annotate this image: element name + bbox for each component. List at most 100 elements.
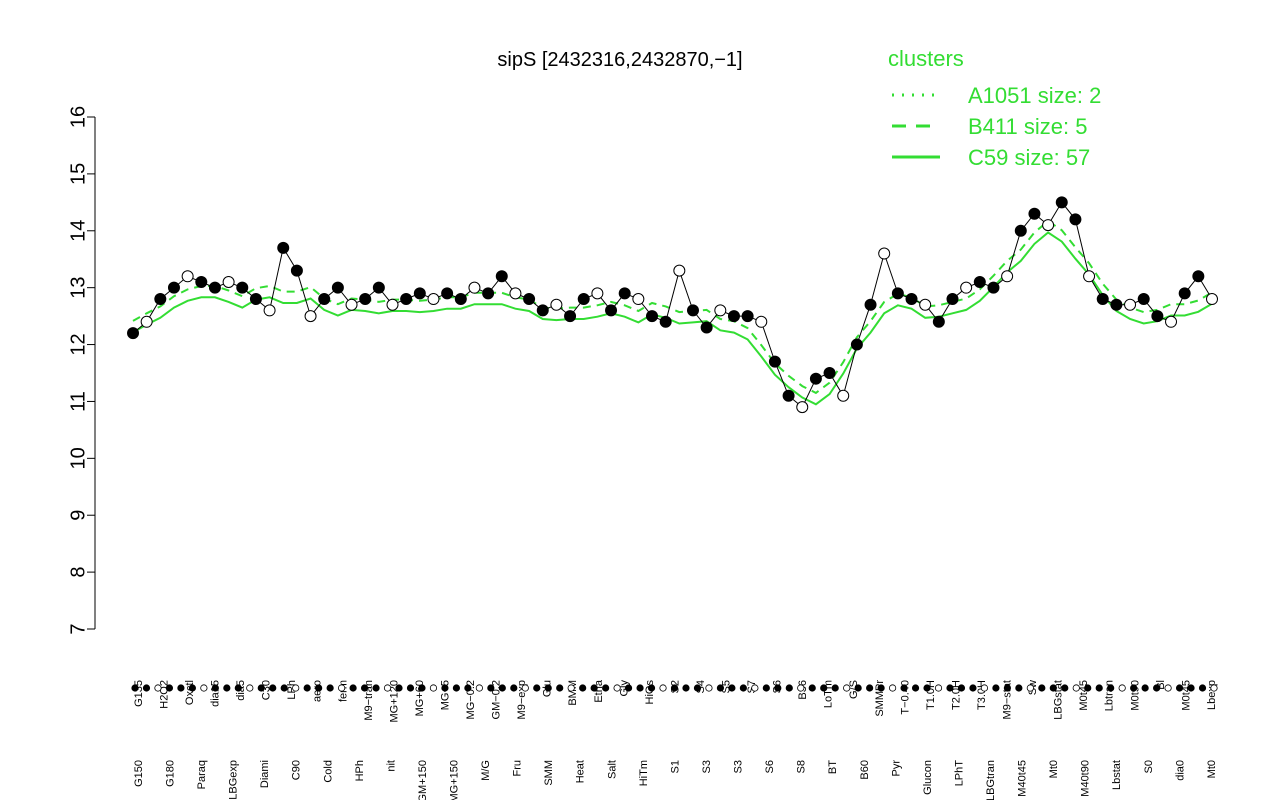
rug-mark bbox=[980, 684, 989, 692]
data-point bbox=[427, 293, 440, 306]
x-tick-label-upper: T3.0H bbox=[976, 680, 988, 710]
data-point bbox=[741, 310, 754, 323]
data-point bbox=[837, 389, 850, 402]
series-lines bbox=[132, 201, 1213, 408]
x-tick-label-upper: C30 bbox=[261, 680, 273, 700]
rug-mark bbox=[705, 684, 713, 692]
rug-mark bbox=[877, 684, 885, 692]
data-point bbox=[891, 287, 904, 300]
rug-mark bbox=[372, 684, 380, 692]
x-tick-label-lower: BT bbox=[827, 760, 839, 774]
data-point bbox=[195, 275, 208, 288]
rug-mark bbox=[383, 684, 392, 692]
x-tick-label-lower: S6 bbox=[764, 760, 776, 773]
x-tick-label-lower: M/G bbox=[480, 760, 492, 781]
data-point bbox=[222, 275, 235, 288]
rug-mark bbox=[831, 684, 839, 692]
x-axis-labels: G135H2O2Oxctldia15dia5C30LPhaerofermM9−t… bbox=[131, 679, 1218, 800]
data-point bbox=[140, 315, 153, 328]
rug-mark bbox=[464, 684, 472, 692]
rug-mark bbox=[510, 684, 518, 692]
data-point bbox=[441, 287, 454, 300]
data-point bbox=[468, 281, 481, 294]
data-point bbox=[386, 298, 399, 311]
rug-mark bbox=[326, 684, 334, 692]
legend-entry: C59 size: 57 bbox=[968, 145, 1090, 170]
rug-mark bbox=[452, 684, 461, 692]
x-tick-label-lower: M40t45 bbox=[1017, 760, 1029, 797]
data-point bbox=[263, 304, 276, 317]
series-points bbox=[127, 196, 1218, 414]
rug-mark bbox=[579, 684, 587, 692]
x-tick-label-lower: LBGexp bbox=[228, 760, 240, 800]
data-point bbox=[1206, 293, 1218, 306]
x-tick-label-lower: Paraq bbox=[196, 760, 208, 789]
data-point bbox=[249, 293, 262, 306]
data-point bbox=[536, 304, 549, 317]
rug-mark bbox=[785, 684, 793, 692]
rug-mark bbox=[1084, 684, 1092, 692]
rug-mark bbox=[923, 684, 931, 692]
x-tick-label-lower: Fru bbox=[512, 760, 524, 777]
data-point bbox=[905, 293, 918, 306]
data-point bbox=[564, 310, 577, 323]
x-tick-label-lower: MG+150 bbox=[448, 760, 460, 800]
rug-mark bbox=[475, 684, 483, 692]
rug-mark bbox=[292, 684, 300, 692]
y-axis: 7 8 9 10 11 12 13 14 15 16 bbox=[67, 106, 96, 635]
rug-mark bbox=[544, 684, 552, 692]
rug-mark bbox=[1095, 684, 1103, 692]
rug-mark bbox=[257, 684, 265, 692]
rug-mark bbox=[728, 684, 736, 692]
data-point bbox=[127, 327, 139, 340]
x-tick-label-upper: H2O2 bbox=[158, 680, 170, 709]
rug-mark bbox=[246, 684, 254, 692]
rug-mark bbox=[1118, 684, 1126, 692]
data-point bbox=[646, 310, 659, 323]
data-point bbox=[1096, 293, 1109, 306]
x-tick-label-upper: dia15 bbox=[210, 680, 222, 707]
rug-mark bbox=[360, 684, 369, 692]
x-tick-label-lower: HiTm bbox=[638, 760, 650, 786]
data-point bbox=[768, 355, 781, 368]
rug-mark bbox=[1187, 684, 1195, 692]
rug-mark bbox=[636, 684, 644, 692]
rug-mark bbox=[1164, 684, 1172, 692]
rug-mark bbox=[854, 684, 862, 692]
data-point bbox=[673, 264, 686, 277]
rug-mark bbox=[1003, 684, 1011, 692]
x-tick-label-upper: M0t90 bbox=[1129, 680, 1141, 711]
data-point bbox=[850, 338, 863, 351]
rug-mark bbox=[1141, 684, 1149, 692]
rug-mark bbox=[866, 684, 874, 692]
data-point bbox=[932, 315, 945, 328]
data-point bbox=[577, 293, 590, 306]
x-tick-label-lower: S3 bbox=[733, 760, 745, 773]
data-point bbox=[714, 304, 727, 317]
rug-mark bbox=[1198, 684, 1207, 692]
data-point bbox=[782, 389, 795, 402]
data-point bbox=[591, 287, 604, 300]
rug-mark bbox=[234, 684, 242, 692]
rug-mark bbox=[762, 684, 770, 692]
data-point bbox=[454, 293, 467, 306]
x-tick-label-upper: BMM bbox=[567, 680, 579, 706]
data-point bbox=[1083, 270, 1096, 283]
data-point bbox=[318, 293, 331, 306]
data-point bbox=[1151, 310, 1164, 323]
rug-mark bbox=[177, 684, 185, 692]
rug-mark bbox=[406, 684, 415, 692]
x-tick-label-upper: Bl bbox=[1155, 680, 1167, 690]
y-tick-label: 16 bbox=[67, 106, 89, 128]
x-tick-label-lower: S0 bbox=[1143, 760, 1155, 773]
rug-mark bbox=[602, 684, 610, 692]
y-tick-label: 13 bbox=[67, 277, 89, 299]
data-point bbox=[1055, 196, 1068, 209]
data-point bbox=[686, 304, 699, 317]
x-tick-label-upper: LoTm bbox=[823, 680, 835, 708]
data-point bbox=[755, 315, 768, 328]
legend-entry: B411 size: 5 bbox=[968, 114, 1087, 139]
rug-mark bbox=[1038, 684, 1046, 692]
